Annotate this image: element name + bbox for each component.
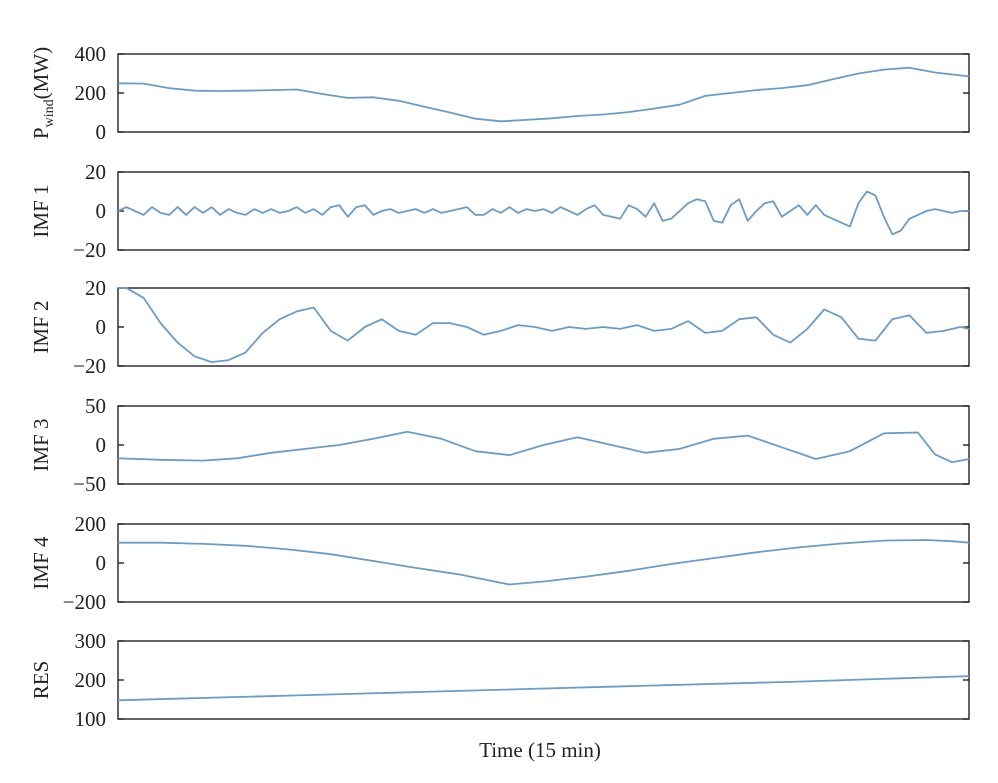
panel-5: −200 0 200 IMF 4 xyxy=(29,512,970,614)
y-tick-label: 0 xyxy=(96,120,107,144)
panel-1: 0 200 400 Pwind(MW) xyxy=(29,42,970,144)
y-tick-label: 0 xyxy=(96,551,107,575)
panel-frame xyxy=(117,523,970,603)
y-tick-label: 0 xyxy=(96,433,107,457)
x-axis-label: Time (15 min) xyxy=(479,738,601,762)
y-tick-label: 400 xyxy=(75,42,107,66)
panel-frame xyxy=(117,287,970,367)
y-tick-label: 20 xyxy=(85,276,106,300)
y-axis-label: RES xyxy=(29,661,53,700)
y-tick-label: 50 xyxy=(85,394,106,418)
panel-frame xyxy=(117,53,970,133)
y-tick-label: 20 xyxy=(85,160,106,184)
series-line xyxy=(118,287,970,364)
y-tick-label: 200 xyxy=(75,512,107,536)
y-tick-label: 300 xyxy=(75,629,107,653)
y-tick-label: −50 xyxy=(73,472,106,496)
y-tick-label: 200 xyxy=(75,668,107,692)
panel-4: −50 0 50 IMF 3 xyxy=(29,394,970,496)
y-tick-label: 0 xyxy=(96,199,107,223)
series-line xyxy=(117,430,970,464)
y-tick-label: −200 xyxy=(63,590,106,614)
panel-2: −20 0 20 IMF 1 xyxy=(29,160,970,262)
y-tick-label: 100 xyxy=(75,707,107,731)
series-line xyxy=(118,539,970,586)
series-line xyxy=(117,190,969,236)
y-axis-label: IMF 4 xyxy=(29,536,53,590)
panel-frame xyxy=(117,171,970,251)
panel-3: −20 0 20 IMF 2 xyxy=(29,276,970,378)
y-axis-label: IMF 3 xyxy=(29,418,53,471)
y-axis-label: IMF 2 xyxy=(29,300,53,353)
y-axis-label: IMF 1 xyxy=(29,184,53,237)
y-tick-label: −20 xyxy=(73,354,106,378)
y-tick-label: −20 xyxy=(73,238,106,262)
series-line xyxy=(117,66,970,123)
panel-6: 100 200 300 RES xyxy=(29,629,970,731)
series-line xyxy=(117,675,970,702)
y-tick-label: 200 xyxy=(75,81,107,105)
y-tick-label: 0 xyxy=(96,315,107,339)
y-axis-label: Pwind(MW) xyxy=(29,47,57,139)
